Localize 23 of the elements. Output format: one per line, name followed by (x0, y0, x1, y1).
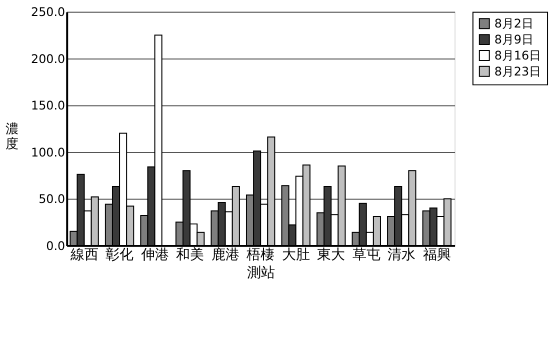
y-tick-label: 50.0 (38, 192, 66, 206)
x-axis-title: 測站 (247, 264, 276, 281)
x-tick-label: 梧棲 (246, 246, 275, 263)
legend-label: 8月16日 (494, 48, 542, 62)
x-tick-label: 草屯 (352, 246, 380, 263)
y-tick-label: 150.0 (31, 98, 66, 113)
x-tick-label: 彰化 (106, 246, 134, 263)
x-tick-label: 鹿港 (211, 246, 240, 263)
x-tick-label: 線西 (69, 246, 98, 263)
x-tick-label: 大肚 (282, 246, 310, 263)
x-tick-label: 伸港 (140, 246, 169, 263)
x-tick-label: 福興 (422, 246, 451, 263)
y-tick-label: 200.0 (31, 52, 66, 66)
legend-label: 8月2日 (494, 16, 534, 31)
legend-label: 8月23日 (494, 64, 542, 78)
legend-label: 8月9日 (494, 32, 534, 47)
y-axis-title: 濃度 (6, 122, 19, 152)
y-tick-label: 100.0 (31, 145, 66, 160)
x-tick-label: 清水 (388, 246, 416, 263)
x-tick-label: 和美 (176, 246, 204, 263)
y-tick-label: 0.0 (46, 238, 66, 253)
y-tick-label: 250.0 (31, 5, 66, 20)
x-tick-label: 東大 (317, 246, 346, 263)
